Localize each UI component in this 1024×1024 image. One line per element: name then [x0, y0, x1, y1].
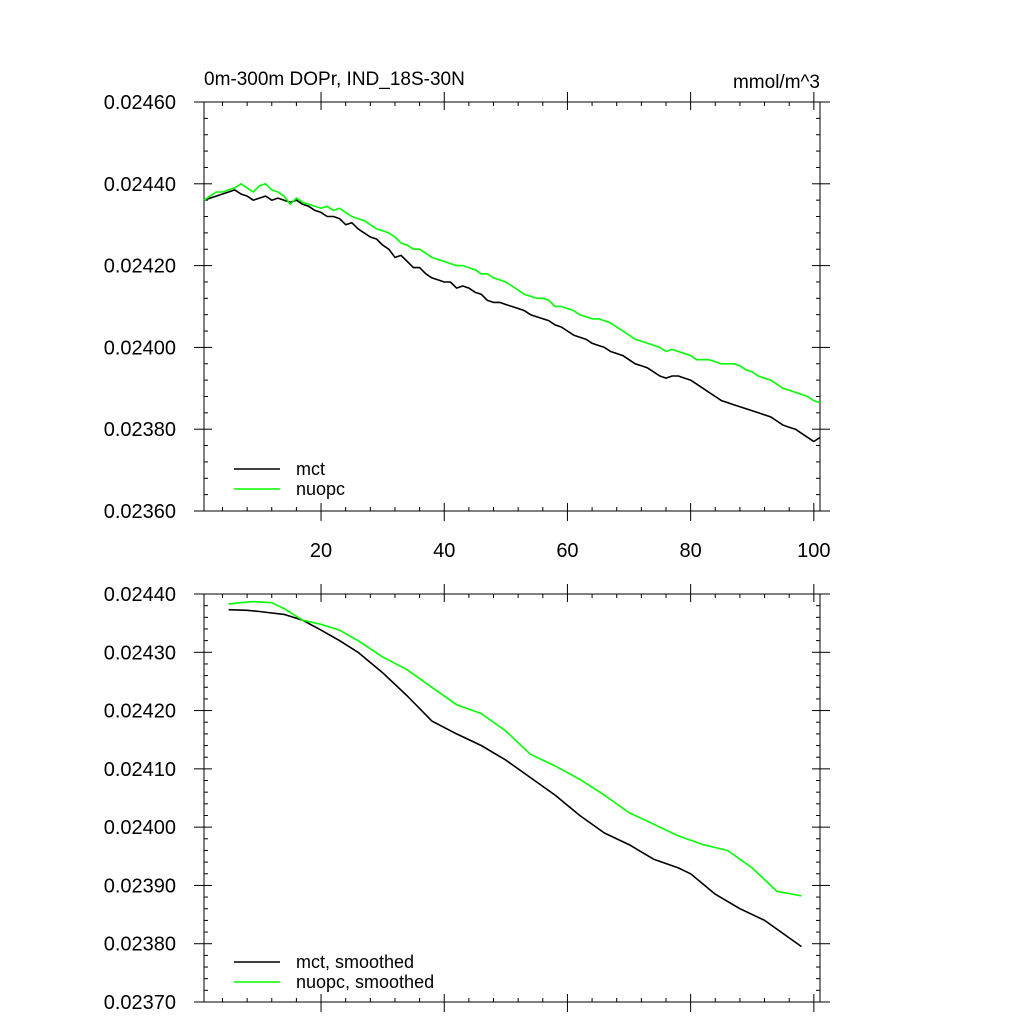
plot-frame: [203, 101, 821, 512]
bottom-chart-panel: 0.02370 0.02380 0.02390 0.02400 0.02410 0.024…: [104, 584, 830, 1014]
y-tick-label: 0.02400: [104, 337, 176, 359]
series-line-nuopc-smoothed: [228, 600, 802, 897]
y-tick-label: 0.02400: [104, 817, 176, 839]
x-tick-label: 40: [433, 540, 455, 562]
y-tick-label: 0.02380: [104, 419, 176, 441]
y-tick-label: 0.02440: [104, 584, 176, 606]
legend-label: nuopc, smoothed: [296, 972, 434, 992]
y-tick-label: 0.02390: [104, 875, 176, 897]
x-tick-label: 80: [680, 540, 702, 562]
y-tick-label: 0.02380: [104, 934, 176, 956]
top-chart-panel: 20 40 60 80 100 0.02360 0.02380 0.02400 0.02420 0…: [104, 69, 831, 562]
units-label: mmol/m^3: [733, 72, 820, 93]
legend-label: mct, smoothed: [296, 952, 414, 972]
y-tick-label: 0.02460: [104, 92, 176, 114]
chart-title: 0m-300m DOPr, IND_18S-30N: [204, 69, 465, 90]
y-tick-label: 0.02370: [104, 992, 176, 1014]
x-tick-label: 100: [797, 540, 830, 562]
y-tick-label: 0.02430: [104, 642, 176, 664]
y-tick-label: 0.02440: [104, 174, 176, 196]
y-tick-label: 0.02410: [104, 759, 176, 781]
series-line-mct-smoothed: [228, 608, 802, 948]
y-tick-label: 0.02420: [104, 256, 176, 278]
x-tick-label: 60: [556, 540, 578, 562]
plot-frame: [203, 593, 821, 1003]
legend-label: mct: [296, 459, 325, 479]
series-line-mct: [203, 189, 821, 443]
y-tick-label: 0.02420: [104, 701, 176, 723]
legend-label: nuopc: [296, 479, 345, 499]
x-tick-label: 20: [310, 540, 332, 562]
series-line-nuopc: [203, 183, 821, 404]
y-tick-label: 0.02360: [104, 501, 176, 523]
